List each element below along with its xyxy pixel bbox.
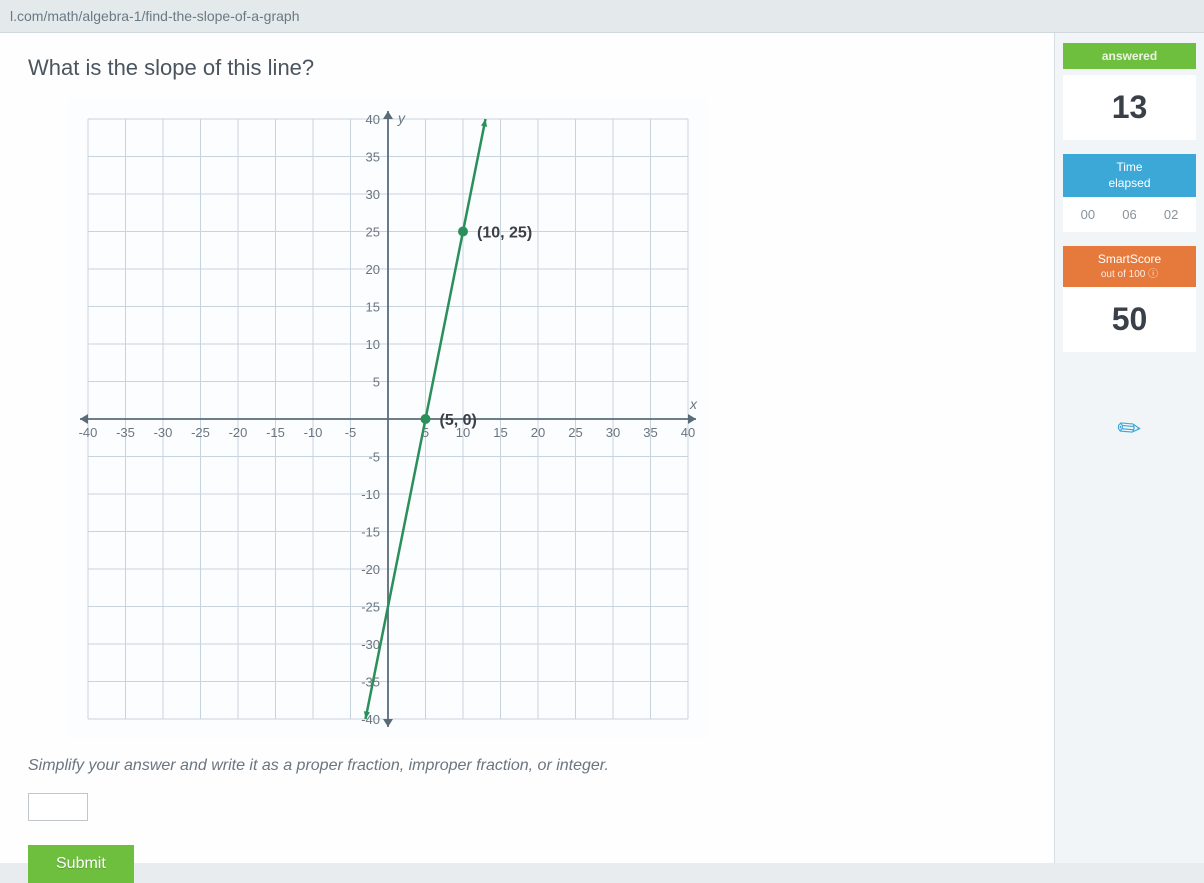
svg-text:y: y [397,110,406,126]
time-mm: 06 [1122,207,1136,222]
svg-text:-20: -20 [361,562,380,577]
svg-text:-30: -30 [154,425,173,440]
svg-text:-5: -5 [345,425,357,440]
time-sub-label: elapsed [1063,176,1196,192]
smartscore-value: 50 [1063,287,1196,352]
url-bar: l.com/math/algebra-1/find-the-slope-of-a… [0,0,1204,33]
svg-text:10: 10 [366,337,380,352]
svg-text:-25: -25 [191,425,210,440]
svg-text:-10: -10 [361,487,380,502]
stats-sidebar: answered 13 Time elapsed 00 06 02 SmartS… [1054,33,1204,863]
svg-text:35: 35 [366,150,380,165]
svg-text:25: 25 [568,425,582,440]
svg-text:30: 30 [606,425,620,440]
coordinate-graph: x y -40 -35 -30 -25 -20 -15 -10 -5 5 10 15 20 25 30 35 40… [68,99,708,739]
svg-text:-15: -15 [266,425,285,440]
time-label: Time [1063,160,1196,176]
svg-text:-15: -15 [361,525,380,540]
svg-text:-5: -5 [368,450,380,465]
svg-text:20: 20 [366,262,380,277]
svg-text:25: 25 [366,225,380,240]
question-text: What is the slope of this line? [28,55,1026,81]
svg-text:-20: -20 [229,425,248,440]
main-area: What is the slope of this line? x y -40 -35… [0,33,1204,863]
svg-text:-30: -30 [361,637,380,652]
svg-text:20: 20 [531,425,545,440]
time-hh: 00 [1081,207,1095,222]
svg-text:35: 35 [643,425,657,440]
svg-text:-10: -10 [304,425,323,440]
answer-input[interactable] [28,793,88,821]
svg-text:30: 30 [366,187,380,202]
smartscore-header: SmartScore out of 100 ⓘ [1063,246,1196,287]
svg-text:40: 40 [366,112,380,127]
answered-count: 13 [1063,75,1196,140]
svg-text:15: 15 [366,300,380,315]
svg-text:(10, 25): (10, 25) [477,225,532,242]
submit-button[interactable]: Submit [28,845,134,883]
svg-text:-25: -25 [361,600,380,615]
content-panel: What is the slope of this line? x y -40 -35… [0,33,1054,863]
time-display: 00 06 02 [1063,197,1196,232]
smartscore-label: SmartScore [1063,252,1196,268]
smartscore-sub-label: out of 100 ⓘ [1063,268,1196,281]
svg-text:-35: -35 [116,425,135,440]
svg-text:x: x [689,396,698,412]
time-elapsed-header: Time elapsed [1063,154,1196,197]
svg-text:-40: -40 [79,425,98,440]
instruction-text: Simplify your answer and write it as a p… [28,757,1026,775]
pencil-icon[interactable]: ✎ [1068,373,1191,484]
time-ss: 02 [1164,207,1178,222]
svg-text:-40: -40 [361,712,380,727]
svg-text:(5, 0): (5, 0) [440,412,477,429]
svg-text:15: 15 [493,425,507,440]
svg-text:5: 5 [373,375,380,390]
answered-badge: answered [1063,43,1196,69]
svg-text:40: 40 [681,425,695,440]
